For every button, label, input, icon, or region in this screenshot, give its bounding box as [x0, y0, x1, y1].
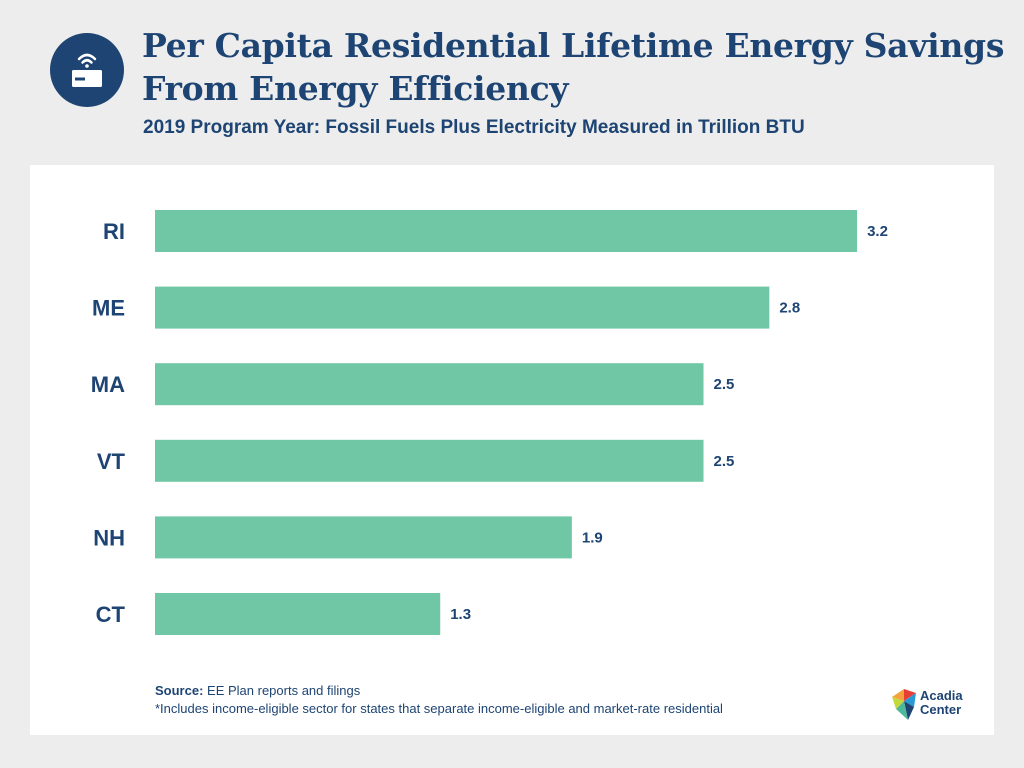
bar: [155, 210, 858, 252]
value-label: 3.2: [867, 223, 888, 240]
source-label: Source:: [155, 683, 204, 698]
category-label: MA: [91, 372, 125, 397]
value-label: 2.8: [779, 300, 800, 317]
category-label: VT: [97, 449, 126, 474]
bar: [155, 439, 704, 482]
category-label: ME: [92, 296, 125, 321]
logo-line-2: Center: [920, 702, 962, 717]
value-label: 1.3: [450, 606, 471, 623]
logo-line-1: Acadia: [920, 688, 963, 703]
source-line: Source: EE Plan reports and filings: [155, 682, 723, 700]
chart-title: Per Capita Residential Lifetime Energy S…: [142, 26, 1005, 108]
category-label: NH: [93, 525, 125, 550]
bar: [155, 516, 572, 559]
bar: [155, 363, 704, 406]
bar-chart: RI 3.2 ME 2.8 MA 2.5 VT 2.5 NH 1.9 CT 1.3: [91, 210, 888, 635]
logo-wordmark: Acadia Center: [920, 689, 963, 717]
chart-subtitle: 2019 Program Year: Fossil Fuels Plus Ele…: [143, 117, 805, 138]
value-label: 2.5: [714, 453, 735, 470]
value-label: 1.9: [582, 529, 603, 546]
source-text: EE Plan reports and filings: [207, 683, 361, 698]
bar: [155, 286, 770, 329]
acadia-logo-icon: [892, 689, 916, 720]
chart-panel: RI 3.2 ME 2.8 MA 2.5 VT 2.5 NH 1.9 CT 1.3 Source: E…: [30, 165, 994, 735]
value-label: 2.5: [714, 376, 735, 393]
source-note: Source: EE Plan reports and filings *Inc…: [155, 682, 723, 718]
bar: [155, 593, 441, 635]
category-label: RI: [103, 219, 125, 244]
category-label: CT: [96, 602, 126, 627]
footnote: *Includes income-eligible sector for sta…: [155, 701, 723, 716]
wifi-card-icon: [50, 33, 124, 107]
acadia-center-logo: Acadia Center: [890, 687, 990, 723]
